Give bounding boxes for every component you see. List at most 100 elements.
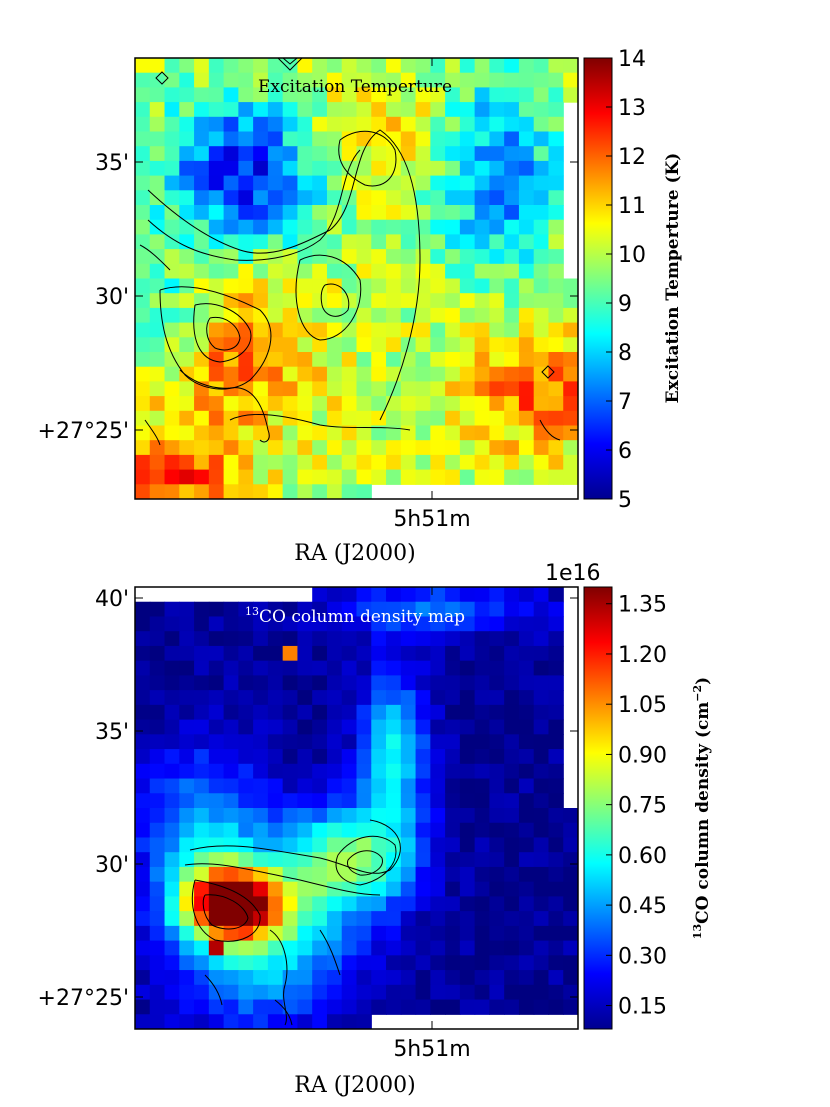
- heatmap-cell: [238, 131, 254, 147]
- contour-line: [155, 71, 169, 85]
- heatmap-cell: [282, 837, 299, 853]
- heatmap-cell: [563, 999, 578, 1015]
- heatmap-cell: [282, 175, 299, 191]
- heatmap-cell: [238, 970, 254, 986]
- heatmap-cell: [194, 410, 210, 427]
- heatmap-cell: [135, 469, 151, 485]
- heatmap-cell: [282, 808, 299, 824]
- heatmap-cell: [371, 690, 387, 706]
- heatmap-cell: [474, 896, 490, 912]
- heatmap-cell: [238, 631, 254, 647]
- heatmap-cell: [208, 778, 225, 794]
- heatmap-cell: [194, 454, 210, 471]
- heatmap-cell: [430, 263, 446, 280]
- heatmap-cell: [518, 337, 535, 353]
- heatmap-cell: [149, 440, 166, 456]
- heatmap-cell: [297, 984, 313, 1001]
- heatmap-cell: [386, 690, 402, 706]
- heatmap-cell: [459, 837, 476, 853]
- heatmap-cell: [518, 352, 535, 368]
- heatmap-cell: [238, 645, 254, 662]
- heatmap-cell: [489, 645, 505, 662]
- heatmap-cell: [282, 146, 299, 162]
- heatmap-cell: [489, 366, 505, 382]
- heatmap-cell: [386, 307, 402, 324]
- heatmap-cell: [371, 837, 387, 853]
- heatmap-cell: [179, 58, 195, 74]
- heatmap-cell: [223, 660, 239, 676]
- heatmap-cell: [267, 808, 284, 824]
- heatmap-cell: [179, 601, 195, 618]
- heatmap-cell: [223, 837, 239, 853]
- heatmap-cell: [282, 778, 299, 794]
- heatmap-cell: [371, 396, 387, 412]
- heatmap-cell: [238, 940, 254, 956]
- heatmap-cell: [238, 469, 254, 485]
- heatmap-cell: [504, 749, 520, 765]
- heatmap-cell: [282, 87, 299, 103]
- heatmap-cell: [238, 484, 254, 499]
- heatmap-cell: [223, 366, 239, 382]
- heatmap-cell: [445, 278, 461, 294]
- heatmap-cell: [253, 469, 269, 485]
- heatmap-cell: [297, 631, 313, 647]
- heatmap-cell: [548, 925, 564, 942]
- heatmap-cell: [548, 616, 564, 632]
- heatmap-cell: [445, 293, 461, 309]
- heatmap-cell: [400, 263, 417, 280]
- heatmap-cell: [341, 352, 358, 368]
- heatmap-cell: [223, 616, 239, 632]
- heatmap-cell: [371, 808, 387, 824]
- heatmap-cell: [341, 293, 358, 309]
- heatmap-cell: [371, 58, 387, 74]
- heatmap-cell: [267, 146, 284, 162]
- heatmap-cell: [341, 234, 358, 250]
- heatmap-cell: [459, 852, 476, 868]
- heatmap-cell: [415, 778, 431, 794]
- heatmap-cell: [312, 381, 328, 397]
- heatmap-cell: [533, 808, 550, 824]
- heatmap-cell: [326, 352, 343, 368]
- cd-cb-label-text: CO column density (cm: [693, 702, 713, 924]
- heatmap-cell: [312, 234, 328, 250]
- heatmap-cell: [474, 381, 490, 397]
- heatmap-cell: [504, 793, 520, 809]
- heatmap-cell: [386, 146, 402, 162]
- heatmap-cell: [371, 719, 387, 735]
- heatmap-cell: [415, 190, 431, 206]
- heatmap-cell: [223, 704, 239, 721]
- heatmap-cell: [208, 307, 225, 324]
- heatmap-cell: [282, 425, 299, 441]
- heatmap-cell: [489, 58, 505, 74]
- heatmap-cell: [386, 263, 402, 280]
- colorbar-tick-label: 0.45: [618, 894, 667, 919]
- heatmap-cell: [489, 601, 505, 618]
- heatmap-cell: [430, 396, 446, 412]
- heatmap-cell: [164, 763, 180, 780]
- cd-cb-label-sup: 13: [691, 924, 704, 939]
- heatmap-cell: [164, 925, 180, 942]
- heatmap-cell: [194, 337, 210, 353]
- heatmap-cell: [282, 352, 299, 368]
- excitation-x-axis-label: RA (J2000): [294, 541, 415, 566]
- heatmap-cell: [459, 58, 476, 74]
- heatmap-cell: [238, 205, 254, 221]
- excitation-colorbar: [583, 57, 613, 500]
- colorbar-tick-label: 6: [618, 439, 632, 464]
- heatmap-cell: [149, 734, 166, 750]
- heatmap-cell: [356, 87, 372, 103]
- heatmap-cell: [400, 999, 417, 1015]
- heatmap-cell: [504, 160, 520, 177]
- heatmap-cell: [267, 749, 284, 765]
- heatmap-cell: [430, 205, 446, 221]
- heatmap-cell: [533, 984, 550, 1001]
- heatmap-cell: [312, 675, 328, 691]
- heatmap-cell: [179, 911, 195, 927]
- heatmap-cell: [489, 793, 505, 809]
- heatmap-cell: [135, 822, 151, 839]
- heatmap-cell: [253, 190, 269, 206]
- heatmap-cell: [238, 219, 254, 235]
- heatmap-cell: [326, 337, 343, 353]
- colorbar-tick-label: 1.20: [618, 643, 667, 668]
- heatmap-cell: [548, 160, 564, 177]
